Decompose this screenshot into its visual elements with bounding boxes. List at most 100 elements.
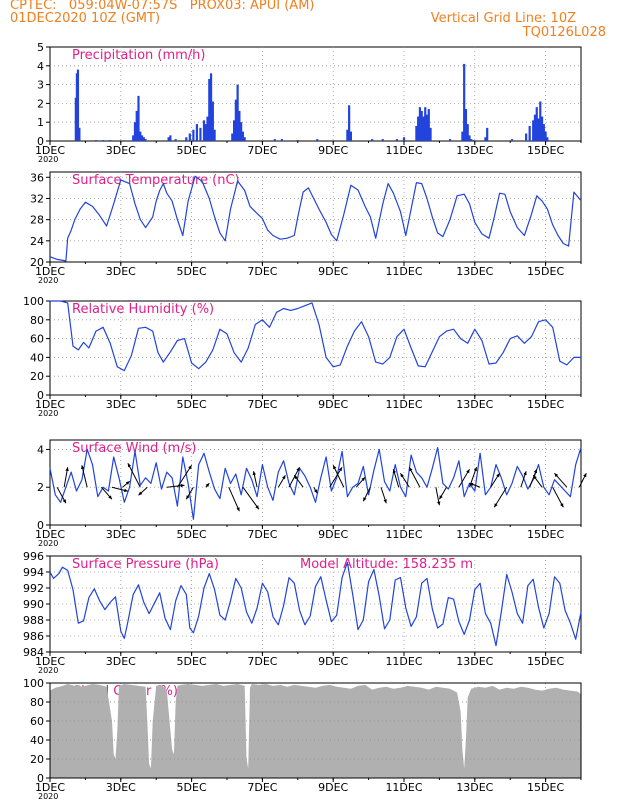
series-line bbox=[49, 175, 582, 262]
precip-bar bbox=[348, 105, 351, 141]
y-tick-label: 100 bbox=[23, 295, 44, 308]
precip-bar bbox=[109, 140, 112, 141]
y-tick-label: 20 bbox=[30, 753, 44, 766]
precip-bar bbox=[280, 139, 283, 141]
y-tick-label: 32 bbox=[30, 192, 44, 205]
precip-bar bbox=[468, 135, 471, 141]
x-year-label: 2020 bbox=[38, 409, 58, 418]
precip-bar bbox=[213, 129, 216, 141]
wind-vector-head bbox=[65, 467, 69, 472]
wind-vector-head bbox=[409, 467, 413, 472]
y-tick-label: 986 bbox=[23, 630, 44, 643]
x-tick-label: 3DEC bbox=[106, 265, 136, 278]
wind-vector-head bbox=[138, 491, 143, 496]
y-tick-label: 24 bbox=[30, 235, 44, 248]
panel-frame-overlay bbox=[49, 682, 582, 779]
x-tick-label: 5DEC bbox=[177, 265, 207, 278]
precip-bar bbox=[463, 63, 466, 141]
series-line bbox=[49, 561, 582, 647]
x-tick-label: 7DEC bbox=[247, 528, 277, 541]
panel-4: 0 2 4 1DEC 3DEC 5DEC 7DEC 9DEC 11DEC 13DEC 15DEC 20… bbox=[35, 439, 587, 548]
wind-vector bbox=[329, 466, 343, 488]
precip-bar bbox=[546, 137, 549, 141]
x-tick-label: 11DEC bbox=[385, 655, 422, 668]
x-tick-label: 3DEC bbox=[106, 655, 136, 668]
wind-vector-head bbox=[123, 488, 128, 493]
precip-bar bbox=[144, 139, 147, 141]
wind-vector-head bbox=[439, 495, 443, 500]
y-tick-label: 0 bbox=[37, 135, 44, 148]
wind-vector-head bbox=[188, 465, 192, 470]
precip-bar bbox=[195, 124, 199, 141]
wind-vector bbox=[81, 465, 88, 488]
precip-bar bbox=[208, 78, 211, 141]
x-tick-label: 15DEC bbox=[527, 398, 564, 411]
y-tick-label: 36 bbox=[30, 171, 44, 184]
panel-title: Relative Humidity (%) bbox=[72, 302, 214, 317]
y-tick-label: 1 bbox=[37, 116, 44, 129]
panel-5: 984 986 988 990 992 994 996 1DEC 3DEC 5DEC 7DEC 9DE… bbox=[23, 550, 582, 675]
wind-vector-head bbox=[533, 469, 538, 474]
panel-frame bbox=[49, 300, 582, 396]
x-tick-label: 3DEC bbox=[106, 528, 136, 541]
x-year-label: 2020 bbox=[38, 539, 58, 548]
precip-bar bbox=[142, 137, 145, 141]
y-tick-label: 990 bbox=[23, 598, 44, 611]
wind-vector-head bbox=[383, 499, 387, 504]
precip-bar bbox=[510, 139, 514, 141]
x-tick-label: 7DEC bbox=[247, 144, 277, 157]
y-tick-label: 0 bbox=[37, 519, 44, 532]
precip-bar bbox=[241, 131, 245, 141]
wind-vector-head bbox=[466, 469, 470, 474]
precip-bar bbox=[540, 116, 544, 141]
wind-vector-head bbox=[255, 505, 259, 510]
panel-annotation: Model Altitude: 158.235 m bbox=[300, 557, 473, 572]
wind-vector-head bbox=[473, 467, 478, 472]
precip-bar bbox=[349, 131, 352, 141]
precip-bar bbox=[238, 110, 241, 141]
x-tick-label: 1DEC bbox=[35, 781, 65, 794]
x-tick-label: 1DEC bbox=[35, 398, 65, 411]
wind-vector-head bbox=[180, 483, 185, 488]
x-tick-label: 13DEC bbox=[456, 398, 493, 411]
y-tick-label: 5 bbox=[37, 41, 44, 54]
wind-vector-head bbox=[186, 495, 190, 500]
y-tick-label: 4 bbox=[37, 443, 44, 456]
precip-bar bbox=[466, 124, 469, 141]
wind-vector-head bbox=[533, 475, 537, 480]
panel-title: Surface Temperature (nC) bbox=[72, 173, 240, 188]
wind-vector-head bbox=[108, 495, 112, 500]
x-tick-label: 15DEC bbox=[527, 144, 564, 157]
panel-title: Surface Wind (m/s) bbox=[72, 441, 196, 456]
precip-bar bbox=[448, 139, 452, 141]
x-tick-label: 5DEC bbox=[177, 781, 207, 794]
wind-vector-head bbox=[361, 477, 366, 482]
y-tick-label: 60 bbox=[30, 333, 44, 346]
header-date: 01DEC2020 10Z (GMT) bbox=[10, 11, 161, 26]
wind-vector-head bbox=[392, 469, 397, 474]
cloud-area bbox=[50, 684, 581, 778]
precip-bar bbox=[486, 127, 489, 141]
x-tick-label: 13DEC bbox=[456, 655, 493, 668]
precip-bar bbox=[234, 99, 237, 141]
x-tick-label: 1DEC bbox=[35, 265, 65, 278]
y-tick-label: 100 bbox=[23, 677, 44, 690]
wind-vector bbox=[288, 466, 301, 488]
wind-vector-head bbox=[436, 501, 441, 506]
precip-bar bbox=[139, 131, 142, 141]
x-year-label: 2020 bbox=[38, 792, 58, 800]
precip-bar bbox=[471, 140, 475, 141]
precip-bar bbox=[240, 122, 243, 141]
precip-bar bbox=[544, 131, 547, 141]
wind-vector bbox=[228, 487, 240, 512]
precip-bar bbox=[418, 107, 422, 141]
precip-bar bbox=[140, 135, 144, 141]
wind-vector bbox=[332, 465, 345, 488]
wind-vector-head bbox=[469, 482, 474, 487]
precip-bar bbox=[532, 120, 535, 141]
precip-bar bbox=[542, 124, 545, 141]
wind-vector-head bbox=[125, 481, 130, 485]
precip-bar bbox=[231, 133, 234, 141]
y-tick-label: 996 bbox=[23, 550, 44, 563]
